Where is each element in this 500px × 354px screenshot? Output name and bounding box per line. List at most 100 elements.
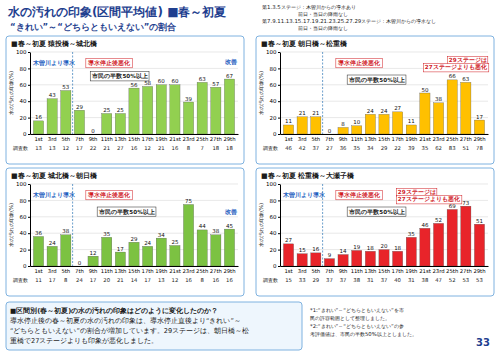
x-tick: 9th (339, 268, 348, 274)
x-tick: 3rd (298, 136, 307, 142)
x-tick: 3rd (298, 268, 307, 274)
tick-mark (278, 52, 280, 53)
tick-label: 23rd (432, 268, 444, 274)
data-label: 35 (408, 231, 415, 237)
survey-count: 12 (172, 277, 179, 283)
x-tick: 17th (142, 136, 154, 142)
x-tick: 17th (392, 268, 404, 274)
tick-label: 11th (351, 268, 363, 274)
tick-label: 11th (101, 268, 113, 274)
x-tick: 27th (460, 136, 472, 142)
survey-count: 27 (117, 145, 124, 151)
tick-label: 9th (89, 268, 98, 274)
survey-count: 16 (212, 277, 219, 283)
tick-mark (28, 85, 30, 86)
data-label: 45 (226, 223, 233, 229)
y-tick: 40 (270, 98, 281, 104)
y-tick: 0 (273, 131, 280, 137)
data-label: 18 (394, 245, 401, 251)
data-label: 35 (103, 231, 110, 237)
survey-count: 52 (449, 277, 456, 283)
data-label: 43 (49, 92, 56, 98)
tick-label: 100 (266, 49, 277, 55)
tick-label: 17th (142, 136, 154, 142)
tick-mark (28, 52, 30, 53)
tick-mark (28, 118, 30, 119)
tick-label: 1st (34, 136, 42, 142)
chart-title: ■春～初夏 松重橋～大瀬子橋 (261, 171, 355, 180)
survey-count: 39 (408, 145, 415, 151)
x-tick: 21st (169, 268, 181, 274)
annotation-box (86, 191, 132, 200)
annotation-box (336, 59, 382, 68)
summary-line: 導水停止後の春～初夏の水の汚れの印象は、導水停止直後より“きれい”～ (10, 317, 241, 325)
bar (338, 255, 348, 266)
survey-count: 11 (35, 277, 42, 283)
summary-line: ■区間別(春～初夏)の水の汚れの印象はどのように変化したのか？ (10, 306, 218, 315)
survey-count: 14 (131, 277, 138, 283)
survey-count: 38 (422, 277, 429, 283)
x-tick: 21st (419, 268, 431, 274)
annotation-box (90, 72, 149, 81)
survey-count: 31 (408, 277, 415, 283)
tick-mark (278, 217, 280, 218)
tick-label: 100 (266, 181, 277, 187)
y-axis: 020406080100 (266, 49, 281, 137)
bar (297, 254, 307, 266)
survey-count: 16 (226, 277, 233, 283)
data-label: 24 (381, 108, 388, 114)
tick-label: 27th (460, 268, 472, 274)
grid-line (30, 52, 238, 53)
y-tick: 60 (270, 82, 281, 88)
x-tick: 23rd (432, 136, 444, 142)
annotation: 木曽川より導水 (32, 191, 76, 199)
survey-count: 51 (462, 145, 469, 151)
bar (283, 125, 293, 134)
y-tick: 0 (273, 263, 280, 269)
x-tick: 29th (223, 136, 235, 142)
bar (47, 99, 57, 134)
y-tick: 40 (20, 98, 31, 104)
survey-label: 調査数 (263, 145, 278, 151)
tick-label: 19th (405, 268, 417, 274)
annotation-text: 導水停止後悪化 (337, 191, 381, 199)
tick-label: 20 (270, 247, 277, 253)
bar (115, 114, 125, 135)
data-label: 0 (328, 128, 332, 134)
panel-frame (6, 168, 244, 296)
tick-label: 17th (142, 268, 154, 274)
x-tick: 15th (128, 268, 140, 274)
tick-mark (28, 233, 30, 234)
tick-label: 1st (284, 268, 292, 274)
tick-label: 40 (20, 230, 27, 236)
annotation-text: 導水停止後悪化 (87, 59, 131, 67)
survey-count: 13 (35, 145, 42, 151)
x-tick: 19th (155, 136, 167, 142)
survey-count: 20 (103, 277, 110, 283)
bar (297, 117, 307, 134)
tick-label: 7th (325, 268, 334, 274)
tick-label: 27th (460, 136, 472, 142)
tick-label: 25th (196, 268, 208, 274)
survey-count: 36 (340, 145, 347, 151)
axis-line (30, 53, 31, 135)
y-tick: 20 (20, 247, 31, 253)
chart-panel: ■春～初夏 猿投橋～城北橋164353290252556586060396357… (6, 36, 244, 164)
tick-mark (278, 184, 280, 185)
tick-label: 5th (61, 268, 70, 274)
survey-count: 46 (285, 145, 292, 151)
tick-label: 15th (378, 268, 390, 274)
x-axis: 1st3rd5th7th9th11th13th15th17th19th21st2… (281, 135, 489, 142)
survey-count: 37 (340, 277, 347, 283)
x-tick: 9th (89, 268, 98, 274)
x-tick: 3rd (48, 268, 57, 274)
data-label: 60 (171, 78, 178, 84)
data-label: 15 (299, 247, 306, 253)
y-axis-title: 水の汚れの印象(%) (258, 203, 264, 247)
tick-mark (28, 184, 30, 185)
footnote: *1:“きれい”～“どちらともいえない”を市 (310, 307, 404, 313)
survey-count: 8 (64, 277, 68, 283)
bar (311, 253, 321, 266)
annotation: 導水停止後悪化 (336, 191, 382, 200)
y-tick: 80 (20, 198, 31, 204)
